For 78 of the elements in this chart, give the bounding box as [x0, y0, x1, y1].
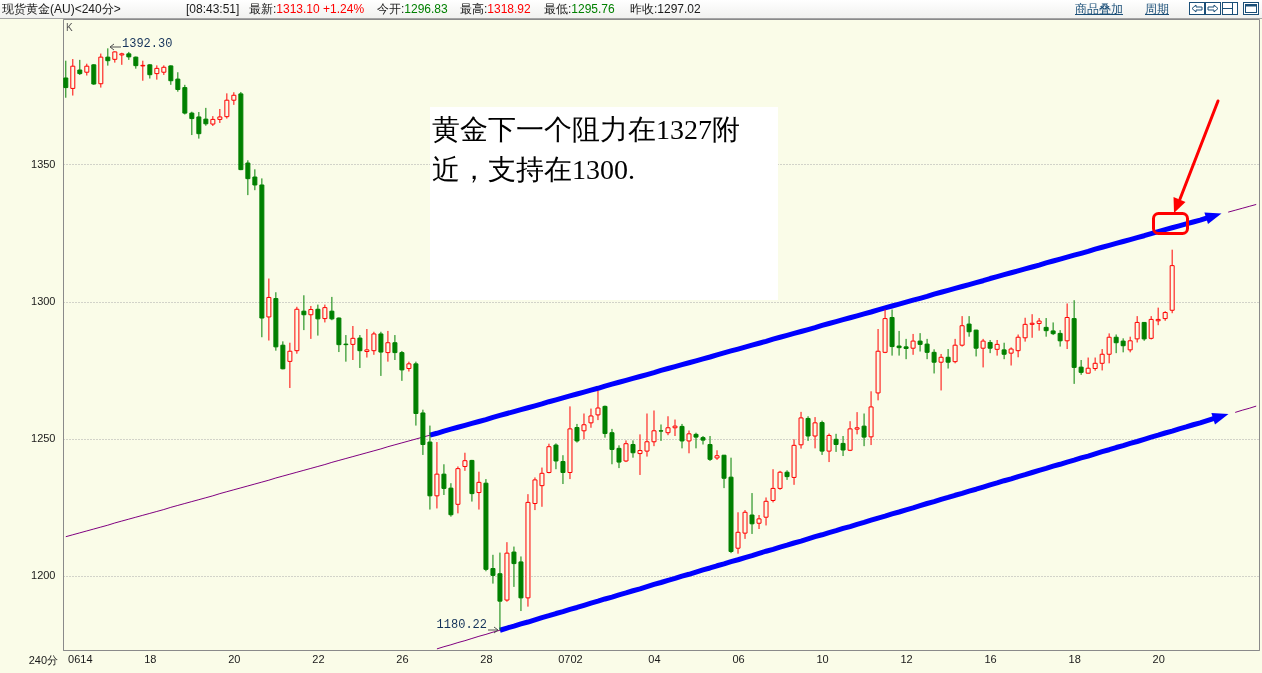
x-tick-label: 06 — [732, 652, 745, 665]
candlestick — [812, 416, 818, 449]
y-tick-label: 1300 — [31, 295, 56, 308]
text: 周期 — [1145, 2, 1169, 16]
x-tick-label: 0614 — [68, 652, 93, 665]
candlestick — [707, 435, 713, 462]
candlestick — [315, 304, 321, 337]
candlestick — [476, 471, 482, 511]
candlestick — [749, 492, 755, 535]
candlestick — [1064, 303, 1070, 350]
x-tick-label: 20 — [1152, 652, 1165, 665]
candlestick — [581, 413, 587, 440]
x-axis-title: 240分 — [27, 653, 58, 668]
candlestick — [994, 339, 1000, 357]
annotation: 黄金下一个阻力在1327附近，支持在1300. — [431, 113, 741, 187]
candlestick — [714, 449, 720, 461]
candlestick — [301, 294, 307, 331]
candlestick — [1001, 342, 1007, 360]
candlestick — [70, 58, 76, 97]
x-tick-label: 28 — [480, 652, 493, 665]
candlestick — [630, 439, 636, 459]
text: 最低:1295.76 — [544, 2, 615, 16]
text: 今开:1296.83 — [377, 2, 448, 16]
candlestick — [1134, 315, 1140, 343]
x-tick-label: 20 — [228, 652, 241, 665]
candlestick — [308, 305, 314, 340]
candlestick — [910, 333, 916, 356]
x-tick-label: 10 — [816, 652, 829, 665]
candlestick — [378, 331, 384, 377]
candlestick — [140, 60, 146, 82]
text: 商品叠加 — [1075, 2, 1123, 16]
text: 最高:1318.92 — [460, 2, 531, 16]
text: [08:43:51] — [186, 2, 240, 16]
candlestick — [861, 413, 867, 447]
candlestick — [945, 348, 951, 370]
x-tick-label: 18 — [1068, 652, 1081, 665]
candlestick — [1113, 334, 1119, 354]
x-tick-label: 22 — [312, 652, 325, 665]
candlestick — [196, 111, 202, 140]
candlestick — [763, 496, 769, 526]
x-tick-label: 16 — [984, 652, 997, 665]
candlestick — [357, 334, 363, 369]
candlestick — [350, 325, 356, 361]
candlestick — [980, 338, 986, 368]
candlestick — [462, 452, 468, 472]
candlestick — [287, 342, 293, 389]
candlestick — [805, 415, 811, 442]
x-tick-label: 18 — [144, 652, 157, 665]
candlestick — [987, 339, 993, 354]
candlestick — [756, 514, 762, 530]
candlestick — [826, 433, 832, 463]
x-tick-label: 0702 — [558, 652, 583, 665]
candlestick — [91, 63, 97, 86]
chart-title: 现货黄金(AU)<240分> — [2, 2, 121, 16]
candlestick — [175, 71, 181, 93]
candlestick — [574, 423, 580, 444]
candlestick — [679, 423, 685, 449]
candlestick — [686, 430, 692, 454]
y-tick-label: 1350 — [31, 157, 56, 170]
candlestick — [784, 469, 790, 481]
candlestick — [658, 423, 664, 442]
candlestick — [168, 64, 174, 86]
annotation: 1392.30 — [122, 37, 173, 51]
candlestick — [385, 330, 391, 363]
candlestick — [1141, 321, 1147, 342]
x-tick-label: 12 — [900, 652, 913, 665]
y-tick-label: 1250 — [31, 432, 56, 445]
x-tick-label: 04 — [648, 652, 661, 665]
annotation: 1180.22 — [436, 618, 487, 632]
candlestick — [63, 60, 69, 99]
candlestick — [266, 278, 272, 342]
y-tick-label: 1200 — [31, 569, 56, 582]
annotation: K — [66, 22, 73, 33]
x-tick-label: 26 — [396, 652, 409, 665]
text: 最新:1313.10 +1.24% — [249, 2, 365, 16]
text: 昨收:1297.02 — [630, 2, 701, 16]
candlestick — [938, 353, 944, 391]
candlestick — [434, 441, 440, 509]
